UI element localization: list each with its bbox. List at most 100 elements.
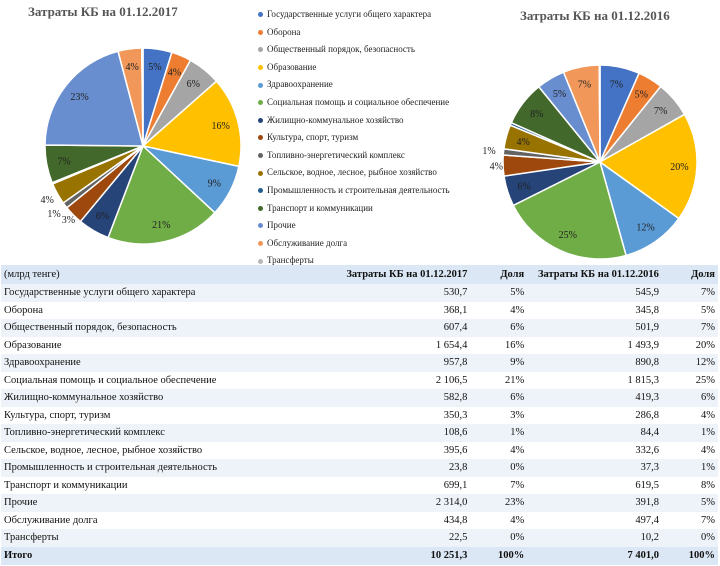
- legend-label: Жилищно-коммунальное хозяйство: [267, 114, 404, 125]
- legend-item: Общественный порядок, безопасность: [258, 41, 450, 59]
- pie-slice: [598, 113, 698, 220]
- row-name: Общественный порядок, безопасность: [1, 319, 250, 337]
- pie-data-label: 7%: [610, 80, 623, 91]
- row-share-2016: 7%: [661, 511, 718, 529]
- legend-label: Культура, спорт, туризм: [267, 132, 359, 143]
- row-cost-2016: 10,2: [527, 529, 662, 547]
- legend-item: Топливно-энергетический комплекс: [258, 147, 450, 165]
- pie-data-label: 20%: [670, 162, 688, 173]
- legend-item: Оборона: [258, 24, 450, 42]
- row-name: Государственные услуги общего характера: [1, 284, 250, 302]
- row-cost-2016: 345,8: [527, 301, 662, 319]
- table-row: Промышленность и строительная деятельнос…: [1, 459, 718, 477]
- table-row: Прочие 2 314,0 23% 391,8 5%: [1, 494, 718, 512]
- legend-label: Промышленность и строительная деятельнос…: [267, 184, 450, 195]
- row-name: Культура, спорт, туризм: [1, 406, 250, 424]
- pie-data-label: 4%: [168, 68, 181, 79]
- legend-swatch: [258, 135, 263, 141]
- row-share-2017: 9%: [470, 354, 528, 372]
- pie-slice: [598, 64, 601, 163]
- row-cost-2017: 2 106,5: [249, 371, 471, 389]
- table-row: Оборона 368,1 4% 345,8 5%: [1, 301, 718, 319]
- pie-data-label: 5%: [553, 89, 566, 100]
- row-cost-2017: 22,5: [249, 529, 471, 547]
- row-share-2017: 21%: [470, 371, 528, 389]
- row-cost-2017: 395,6: [249, 441, 471, 459]
- row-share-2017: 6%: [470, 319, 528, 337]
- table-row: Государственные услуги общего характера 5…: [1, 284, 718, 302]
- pie-data-label: 4%: [490, 161, 503, 172]
- pie-data-label: 5%: [635, 90, 648, 101]
- legend-item: Социальная помощь и социальное обеспечен…: [258, 94, 450, 112]
- row-share-2016: 7%: [661, 319, 718, 337]
- legend-item: Сельское, водное, лесное, рыбное хозяйст…: [258, 164, 450, 182]
- pie-data-label: 6%: [187, 79, 200, 90]
- header-cost-2016: Затраты КБ на 01.12.2016: [527, 265, 662, 284]
- pie-data-label: 4%: [40, 195, 53, 206]
- table-row: Культура, спорт, туризм 350,3 3% 286,8 4%: [1, 406, 718, 424]
- row-cost-2017: 607,4: [249, 319, 471, 337]
- row-cost-2016: 497,4: [527, 511, 662, 529]
- total-cost-2016: 7 401,0: [527, 546, 662, 565]
- legend-swatch: [258, 82, 263, 88]
- row-name: Обслуживание долга: [1, 511, 250, 529]
- row-name: Прочие: [1, 494, 250, 512]
- legend-item: Культура, спорт, туризм: [258, 129, 450, 147]
- row-cost-2016: 419,3: [527, 389, 662, 407]
- chart-title-2016: Затраты КБ на 01.12.2016: [520, 8, 670, 23]
- pie-data-label: 7%: [578, 79, 591, 90]
- row-share-2016: 1%: [661, 424, 718, 442]
- row-cost-2017: 957,8: [249, 354, 471, 372]
- legend-label: Образование: [267, 61, 317, 72]
- pie-data-label: 6%: [96, 211, 109, 222]
- expenditure-table: (млрд тенге) Затраты КБ на 01.12.2017 До…: [1, 265, 718, 565]
- row-cost-2017: 368,1: [249, 301, 471, 319]
- row-name: Здравоохранение: [1, 354, 250, 372]
- row-share-2017: 23%: [470, 494, 528, 512]
- row-share-2016: 4%: [661, 441, 718, 459]
- legend-label: Оборона: [267, 26, 301, 37]
- total-label: Итого: [1, 546, 250, 565]
- legend-item: Жилищно-коммунальное хозяйство: [258, 112, 450, 130]
- total-share-2016: 100%: [661, 546, 718, 565]
- row-share-2017: 0%: [470, 529, 528, 547]
- pie-data-label: 6%: [517, 181, 530, 192]
- row-share-2016: 0%: [661, 529, 718, 547]
- table-row: Топливно-энергетический комплекс 108,6 1% 8…: [1, 424, 718, 442]
- row-cost-2016: 545,9: [527, 284, 662, 302]
- row-name: Транспорт и коммуникации: [1, 476, 250, 494]
- row-cost-2017: 350,3: [249, 406, 471, 424]
- row-share-2016: 12%: [661, 354, 718, 372]
- legend-item: Здравоохранение: [258, 76, 450, 94]
- row-share-2017: 1%: [470, 424, 528, 442]
- legend-label: Сельское, водное, лесное, рыбное хозяйст…: [267, 167, 437, 178]
- row-share-2017: 5%: [470, 284, 528, 302]
- legend-item: Промышленность и строительная деятельнос…: [258, 182, 450, 200]
- row-cost-2016: 1 815,3: [527, 371, 662, 389]
- legend-label: Трансферты: [267, 255, 314, 266]
- legend-item: Транспорт и коммуникации: [258, 200, 450, 218]
- row-cost-2016: 332,6: [527, 441, 662, 459]
- pie-slice: [44, 50, 144, 147]
- legend-swatch: [258, 153, 263, 159]
- row-cost-2016: 286,8: [527, 406, 662, 424]
- row-name: Промышленность и строительная деятельнос…: [1, 459, 250, 477]
- row-name: Жилищно-коммунальное хозяйство: [1, 389, 250, 407]
- legend-swatch: [258, 188, 263, 194]
- row-share-2017: 7%: [470, 476, 528, 494]
- pie-slice: [512, 160, 627, 260]
- legend-swatch: [258, 100, 263, 106]
- pie-slice: [140, 47, 144, 147]
- row-cost-2017: 699,1: [249, 476, 471, 494]
- legend-item: Обслуживание долга: [258, 235, 450, 253]
- legend-swatch: [258, 223, 263, 229]
- legend-label: Государственные услуги общего характера: [267, 9, 432, 19]
- table-header-row: (млрд тенге) Затраты КБ на 01.12.2017 До…: [1, 265, 718, 284]
- chart-title-2017: Затраты КБ на 01.12.2017: [28, 4, 178, 19]
- table-row: Обслуживание долга 434,8 4% 497,4 7%: [1, 511, 718, 529]
- row-cost-2017: 108,6: [249, 424, 471, 442]
- total-share-2017: 100%: [470, 546, 528, 565]
- table-total-row: Итого 10 251,3 100% 7 401,0 100%: [1, 546, 718, 565]
- legend-item: Образование: [258, 59, 450, 77]
- table-row: Транспорт и коммуникации 699,1 7% 619,5 8%: [1, 476, 718, 494]
